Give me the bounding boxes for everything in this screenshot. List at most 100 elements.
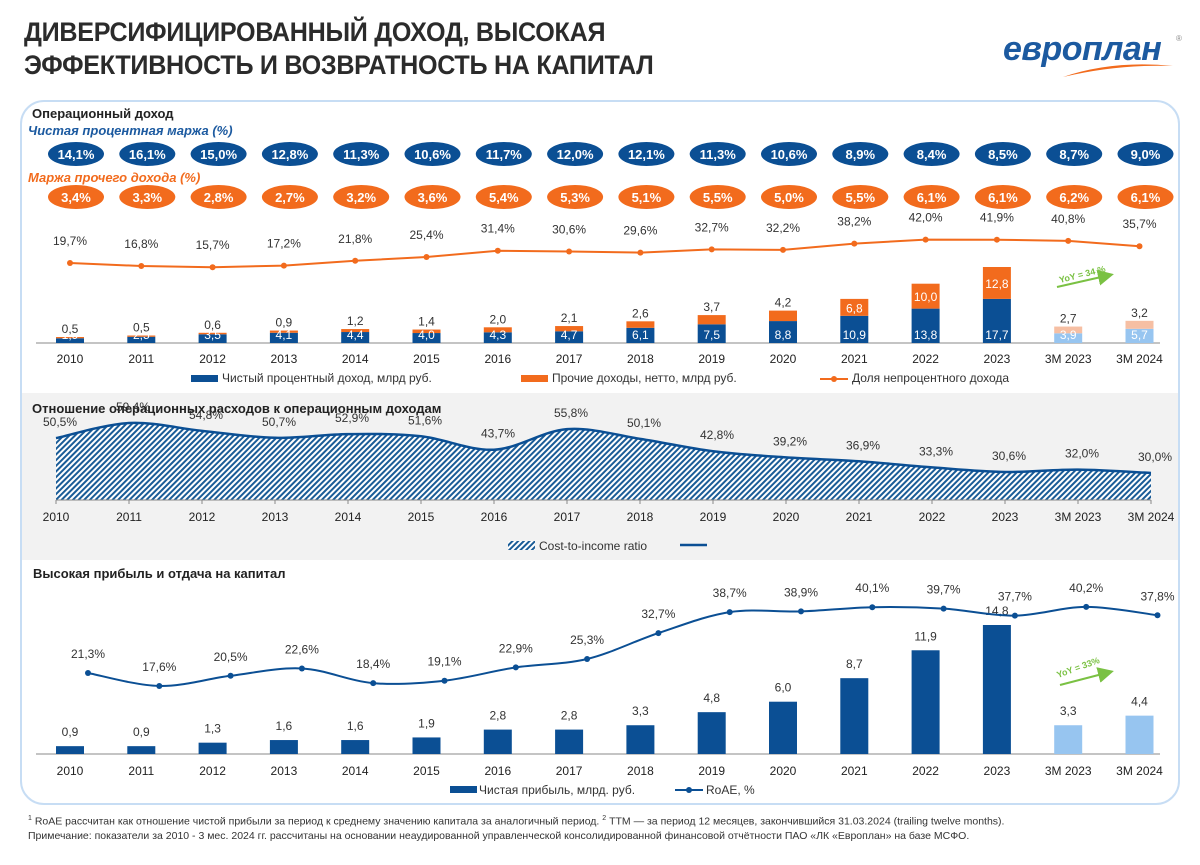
other-income-bar <box>341 329 370 333</box>
other-margin-badge <box>475 185 532 209</box>
roae-label: 38,7% <box>713 586 747 600</box>
other-margin-heading: Маржа прочего дохода (%) <box>28 170 201 185</box>
legend-swatch-net-profit <box>450 786 477 793</box>
cost-income-chart: 2010 50,5% 2011 59,4% 2012 54,8% 2013 50,7% 2014… <box>43 400 1175 553</box>
cost-income-label: 39,2% <box>773 434 807 448</box>
net-profit-label: 1,6 <box>276 719 293 733</box>
other-margin-badge-label: 5,0% <box>774 190 804 205</box>
other-margin-badge-label: 5,3% <box>560 190 590 205</box>
logo-text: европлан <box>1003 30 1162 68</box>
non-interest-share-label: 31,4% <box>481 222 515 236</box>
legend-label-net-interest: Чистый процентный доход, млрд руб. <box>222 371 432 385</box>
profit-chart: 0,9 2010 0,9 2011 1,3 2012 1,6 2013 1,6 2014 1,9 20… <box>36 581 1175 797</box>
x-tick-label: 3M 2023 <box>1045 764 1092 778</box>
net-interest-income-label: 3,9 <box>1060 328 1077 342</box>
net-profit-bar <box>483 729 512 754</box>
x-tick-label: 2021 <box>846 510 873 524</box>
x-tick-label: 2020 <box>770 764 797 778</box>
net-interest-income-label: 4,1 <box>276 328 293 342</box>
x-tick-label: 2018 <box>627 510 654 524</box>
x-tick-label: 2011 <box>128 764 154 778</box>
net-interest-income-bar <box>555 331 584 343</box>
non-interest-share-point <box>851 240 858 247</box>
other-margin-badge-label: 6,1% <box>1131 190 1161 205</box>
other-income-label: 12,8 <box>985 277 1009 291</box>
cost-income-label: 51,6% <box>408 413 442 427</box>
other-margin-badge-label: 3,3% <box>132 190 162 205</box>
x-tick-label: 2011 <box>128 352 154 366</box>
legend-marker-roae <box>686 787 692 793</box>
roae-line <box>87 605 1158 687</box>
page-title: ДИВЕРСИФИЦИРОВАННЫЙ ДОХОД, ВЫСОКАЯ ЭФФЕК… <box>24 16 654 82</box>
roae-point <box>798 608 804 615</box>
nim-badge <box>1046 142 1103 166</box>
x-tick-label: 2017 <box>556 764 583 778</box>
net-profit-bar <box>911 650 940 754</box>
net-interest-income-bar <box>840 315 869 343</box>
x-tick-label: 2012 <box>199 352 226 366</box>
yoy-arrow-icon <box>1056 269 1114 288</box>
other-income-bar <box>198 332 227 335</box>
footnote-roae: RoAE рассчитан как отношение чистой приб… <box>31 815 603 828</box>
roae-label: 37,7% <box>998 590 1032 604</box>
x-tick-label: 2010 <box>57 352 84 366</box>
other-income-label: 2,1 <box>561 311 578 325</box>
cost-income-label: 30,0% <box>1138 450 1172 464</box>
cost-income-label: 30,6% <box>992 449 1026 463</box>
net-profit-bar <box>269 740 298 754</box>
cost-income-label: 52,9% <box>335 411 369 425</box>
non-interest-share-label: 21,8% <box>338 232 372 246</box>
x-tick-label: 2010 <box>57 764 84 778</box>
net-profit-label: 4,8 <box>703 691 720 705</box>
non-interest-share-label: 29,6% <box>623 224 657 238</box>
non-interest-share-point <box>993 236 1000 243</box>
nim-badge <box>404 142 461 166</box>
legend-label-roae: RoAE, % <box>706 783 755 797</box>
roae-point <box>156 682 163 689</box>
footnote-ttm: TTM — за период 12 месяцев, закончившийс… <box>606 815 1005 828</box>
other-margin-badge-label: 5,5% <box>845 190 875 205</box>
other-margin-badge-label: 3,4% <box>61 190 91 205</box>
other-income-label: 1,2 <box>347 314 364 328</box>
non-interest-share-point <box>423 254 430 261</box>
cost-income-label: 36,9% <box>846 438 880 452</box>
roae-label: 39,7% <box>927 583 961 597</box>
other-income-bar <box>769 310 797 322</box>
net-profit-label: 8,7 <box>846 657 863 671</box>
margin-badges: 14,1% 16,1% 15,0% 12,8% 11,3% 10,6% 11,7% 12,0%… <box>48 142 1174 209</box>
net-profit-bar <box>982 625 1011 754</box>
other-income-bar <box>483 327 512 333</box>
other-income-bar <box>127 335 156 337</box>
net-profit-label: 1,6 <box>347 719 364 733</box>
other-margin-badge-label: 6,1% <box>917 190 947 205</box>
other-margin-badge-label: 5,5% <box>703 190 733 205</box>
other-margin-badge-label: 2,8% <box>204 190 234 205</box>
x-tick-label: 3M 2023 <box>1045 352 1092 366</box>
net-profit-bar <box>626 725 655 754</box>
roae-label: 32,7% <box>641 607 675 621</box>
legend-swatch-other-income <box>521 375 548 382</box>
net-profit-bar <box>1054 725 1083 754</box>
footnote-line-1: 1 RoAE рассчитан как отношение чистой пр… <box>28 812 1004 829</box>
x-tick-label: 2023 <box>984 352 1011 366</box>
x-tick-label: 3M 2024 <box>1116 352 1163 366</box>
x-tick-label: 2019 <box>700 510 727 524</box>
legend-label-net-profit: Чистая прибыль, млрд. руб. <box>479 783 635 797</box>
net-profit-bar <box>341 740 370 754</box>
other-income-label: 0,5 <box>62 322 79 336</box>
non-interest-share-label: 32,2% <box>766 221 800 235</box>
x-tick-label: 2019 <box>698 352 725 366</box>
profit-heading: Высокая прибыль и отдача на капитал <box>33 566 286 581</box>
other-income-bar <box>982 267 1011 299</box>
net-interest-income-label: 4,0 <box>418 328 435 342</box>
operating-income-chart: 1,90,520102,50,520113,50,620124,10,92013… <box>36 211 1163 385</box>
other-income-bar <box>1054 326 1083 334</box>
cost-income-label: 50,1% <box>627 416 661 430</box>
non-interest-share-point <box>566 248 573 255</box>
cost-income-label: 33,3% <box>919 444 953 458</box>
x-tick-label: 2014 <box>342 352 369 366</box>
non-interest-share-point <box>138 263 145 270</box>
other-margin-badge <box>404 185 461 209</box>
roae-label: 37,8% <box>1140 589 1174 603</box>
nim-badge-label: 14,1% <box>58 147 95 162</box>
